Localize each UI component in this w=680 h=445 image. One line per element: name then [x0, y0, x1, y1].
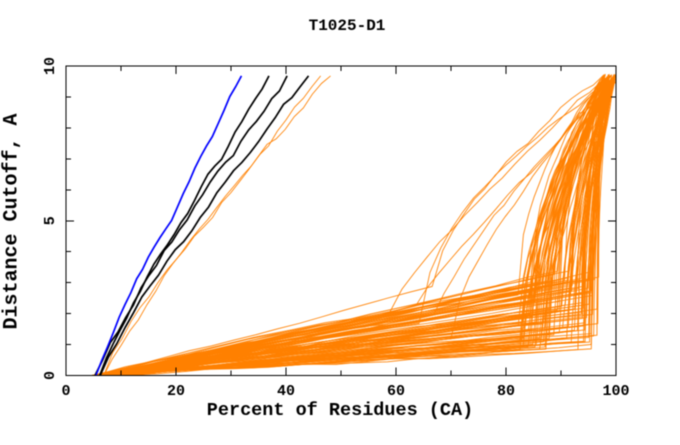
svg-text:80: 80 — [497, 383, 515, 400]
svg-text:60: 60 — [387, 383, 405, 400]
svg-text:20: 20 — [167, 383, 185, 400]
svg-text:0: 0 — [42, 371, 59, 380]
svg-text:40: 40 — [277, 383, 295, 400]
svg-text:10: 10 — [42, 57, 59, 75]
svg-text:100: 100 — [602, 383, 629, 400]
svg-text:5: 5 — [42, 216, 59, 225]
svg-text:0: 0 — [61, 383, 70, 400]
